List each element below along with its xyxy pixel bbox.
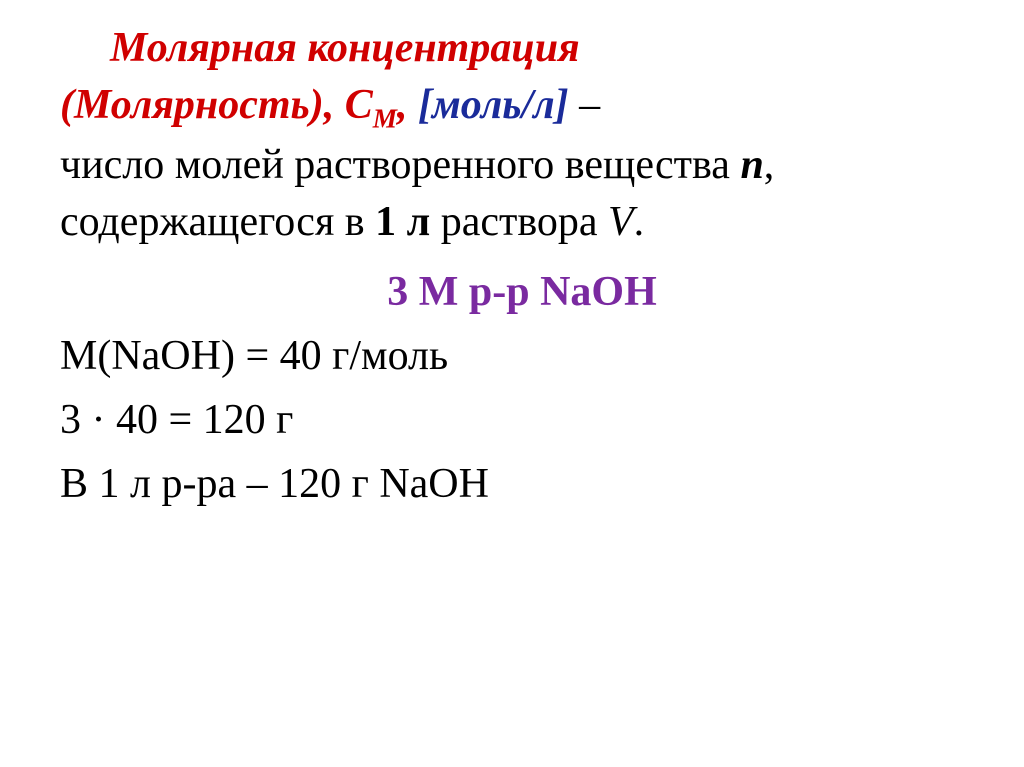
term-line2a: (Молярность), xyxy=(60,82,345,128)
def-body-1: число молей растворенного вещества xyxy=(60,142,740,188)
def-body-4: . xyxy=(634,199,645,245)
def-var-n: n xyxy=(740,142,763,188)
dash-sep: – xyxy=(569,82,601,128)
line-result: В 1 л р-ра – 120 г NaOH xyxy=(60,460,984,508)
def-bold-1l: 1 л xyxy=(375,199,430,245)
line-calc: 3 · 40 = 120 г xyxy=(60,396,984,444)
symbol-c: СМ xyxy=(345,82,397,128)
symbol-sub: М xyxy=(373,103,397,133)
comma-after-symbol: , xyxy=(397,82,418,128)
definition-block: Молярная концентрация (Молярность), СМ, … xyxy=(60,20,984,250)
term-line1: Молярная концентрация xyxy=(110,25,580,71)
def-var-v: V xyxy=(608,199,634,245)
line-molar-mass: M(NaOH) = 40 г/моль xyxy=(60,332,984,380)
example-title: 3 М р-р NaOH xyxy=(60,268,984,316)
def-body-3: раствора xyxy=(430,199,608,245)
slide-content: Молярная концентрация (Молярность), СМ, … xyxy=(0,0,1024,544)
unit-bracket: [моль/л] xyxy=(418,82,569,128)
symbol-base: С xyxy=(345,82,373,128)
